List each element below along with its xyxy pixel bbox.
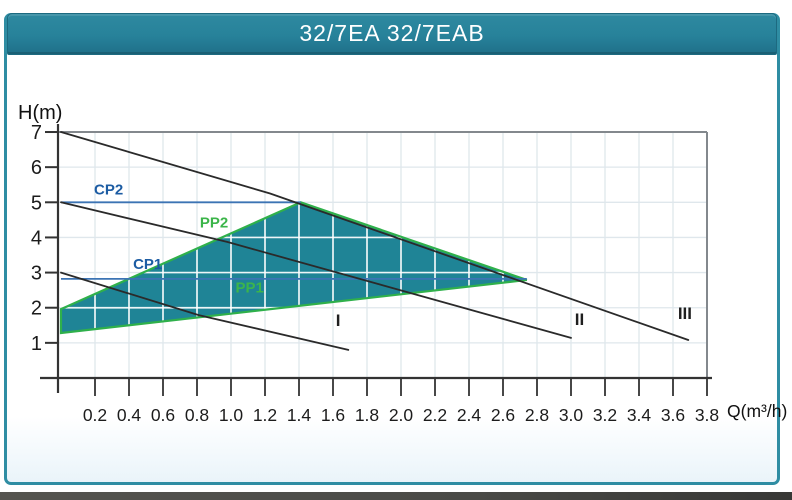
x-tick-label-1.2: 1.2 — [253, 405, 277, 425]
curve-I — [60, 271, 350, 351]
curve-III — [60, 131, 690, 341]
page-title: 32/7EA 32/7EAB — [299, 20, 485, 46]
operating-region-border — [59, 201, 528, 335]
x-tick-label-1.8: 1.8 — [355, 405, 379, 425]
curve-label-II: II — [575, 310, 584, 329]
pp-label-PP1: PP1 — [236, 280, 264, 297]
y-tick-label-6: 6 — [31, 157, 42, 179]
cp-label-CP1: CP1 — [133, 256, 162, 273]
x-tick-label-3.4: 3.4 — [627, 405, 652, 425]
curve-II — [60, 201, 572, 339]
y-tick-label-4: 4 — [31, 227, 42, 249]
axis-label-q: Q(m³/h) — [727, 401, 787, 421]
header-bar: 32/7EA 32/7EAB — [7, 13, 777, 55]
ticks — [45, 131, 708, 396]
x-tick-label-2.8: 2.8 — [525, 405, 549, 425]
curve-label-III: III — [678, 304, 692, 323]
x-tick-label-1.0: 1.0 — [219, 405, 244, 425]
x-tick-label-3.6: 3.6 — [661, 405, 685, 425]
axis-label-h: H(m) — [18, 102, 62, 124]
x-tick-label-1.4: 1.4 — [287, 405, 312, 425]
x-tick-label-2.6: 2.6 — [491, 405, 515, 425]
x-tick-label-2.4: 2.4 — [457, 405, 482, 425]
x-tick-label-0.2: 0.2 — [83, 405, 107, 425]
y-tick-label-1: 1 — [31, 333, 42, 355]
x-tick-label-2.2: 2.2 — [423, 405, 447, 425]
y-tick-label-3: 3 — [31, 263, 42, 285]
y-tick-label-7: 7 — [31, 122, 42, 144]
pp-label-PP2: PP2 — [200, 215, 228, 232]
operating-region — [61, 202, 527, 334]
x-tick-label-0.8: 0.8 — [185, 405, 209, 425]
x-tick-label-0.4: 0.4 — [117, 405, 142, 425]
x-tick-label-0.6: 0.6 — [151, 405, 175, 425]
curve-label-I: I — [336, 311, 341, 330]
x-tick-label-3.2: 3.2 — [593, 405, 617, 425]
y-tick-label-5: 5 — [31, 192, 42, 214]
x-tick-label-1.6: 1.6 — [321, 405, 345, 425]
bottom-edge-shadow — [0, 492, 792, 500]
x-tick-label-2.0: 2.0 — [389, 405, 414, 425]
y-tick-label-2: 2 — [31, 298, 42, 320]
x-tick-label-3.8: 3.8 — [695, 405, 719, 425]
x-tick-label-3.0: 3.0 — [559, 405, 584, 425]
cp-label-CP2: CP2 — [94, 182, 123, 199]
